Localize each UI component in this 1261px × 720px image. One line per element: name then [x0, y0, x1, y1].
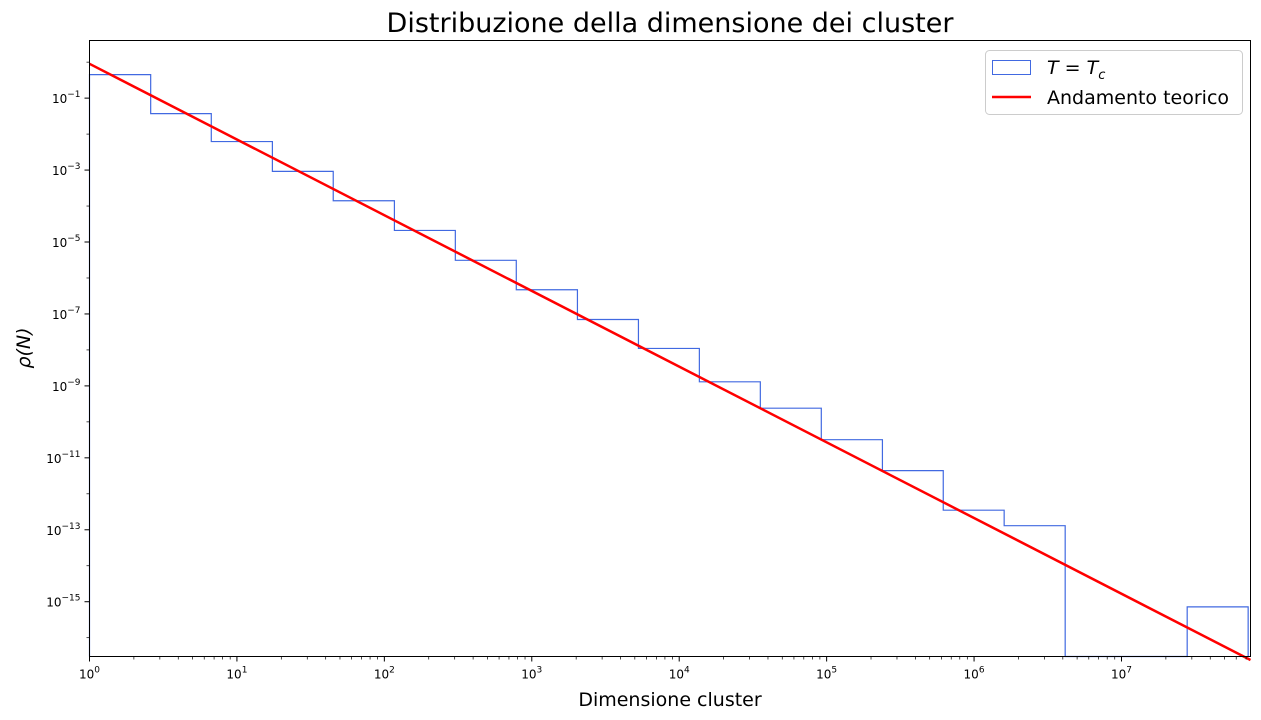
histogram-series: [88, 74, 1249, 658]
x-tick-label-base: 10: [964, 668, 979, 682]
legend: T = Tc Andamento teorico: [985, 50, 1243, 115]
x-tick-label-exp: 6: [979, 666, 985, 676]
y-tick-label-exp: −13: [62, 522, 81, 532]
y-tick-label-base: 10: [52, 380, 67, 394]
legend-swatch-histogram: [992, 60, 1031, 75]
x-tick-label-base: 10: [226, 668, 241, 682]
theory-line-series: [88, 62, 1252, 662]
plot-area: [88, 62, 1252, 662]
y-tick-label-base: 10: [52, 164, 67, 178]
legend-label-theory: Andamento teorico: [1047, 87, 1229, 109]
legend-box: [985, 50, 1243, 115]
y-tick-label-base: 10: [46, 452, 61, 466]
y-tick-label: 10−15: [46, 594, 80, 610]
theory-line: [88, 62, 1252, 662]
x-tick-label: 103: [521, 666, 542, 682]
x-tick-label-exp: 3: [537, 666, 543, 676]
y-tick-label-exp: −15: [62, 594, 81, 604]
y-tick-label: 10−7: [52, 306, 81, 322]
y-tick-label: 10−5: [52, 234, 81, 250]
x-tick-label-base: 10: [521, 668, 536, 682]
y-tick-label-base: 10: [52, 308, 67, 322]
y-tick-label-exp: −7: [67, 306, 80, 316]
y-tick-label: 10−9: [52, 378, 81, 394]
chart-title: Distribuzione della dimensione dei clust…: [387, 8, 955, 39]
y-tick-label-base: 10: [52, 92, 67, 106]
x-tick-label: 107: [1111, 666, 1132, 682]
x-axis-label: Dimensione cluster: [578, 689, 762, 711]
y-tick-label-base: 10: [46, 596, 61, 610]
y-tick-label-exp: −9: [67, 378, 81, 388]
x-axis-ticks: 100 101 102 103 104 105 106 107: [79, 656, 1247, 682]
legend-label-eq: =: [1059, 57, 1087, 79]
x-tick-label-base: 10: [816, 668, 831, 682]
x-tick-label: 100: [79, 666, 100, 682]
y-tick-label: 10−13: [46, 522, 80, 538]
y-tick-label: 10−3: [52, 162, 81, 178]
legend-label-sub: c: [1098, 68, 1105, 83]
y-tick-label-exp: −5: [67, 234, 80, 244]
y-tick-label: 10−1: [52, 90, 81, 106]
x-tick-label-exp: 7: [1126, 666, 1132, 676]
histogram-outline: [88, 74, 1249, 658]
y-tick-label-exp: −3: [67, 162, 80, 172]
legend-label-histogram: T = Tc: [1047, 57, 1105, 83]
x-tick-label: 102: [374, 666, 395, 682]
y-tick-label-exp: −11: [62, 450, 81, 460]
legend-label-rhs: T: [1087, 57, 1100, 79]
x-tick-label-exp: 1: [242, 666, 248, 676]
legend-label-lhs: T: [1047, 57, 1060, 79]
y-tick-label: 10−11: [46, 450, 80, 466]
x-tick-label-base: 10: [374, 668, 389, 682]
x-tick-label-base: 10: [1111, 668, 1126, 682]
x-tick-label: 105: [816, 666, 837, 682]
x-tick-label: 104: [669, 666, 690, 682]
x-tick-label-base: 10: [79, 668, 94, 682]
x-tick-label: 101: [226, 666, 247, 682]
y-tick-label-exp: −1: [67, 90, 80, 100]
x-tick-label-exp: 2: [389, 666, 395, 676]
y-tick-label-base: 10: [46, 524, 61, 538]
x-tick-label-exp: 5: [831, 666, 837, 676]
x-tick-label-exp: 4: [684, 666, 690, 676]
x-tick-label-base: 10: [669, 668, 684, 682]
x-tick-label: 106: [964, 666, 985, 682]
y-tick-label-base: 10: [52, 236, 67, 250]
plot-frame: [89, 40, 1251, 657]
y-axis-label: ρ(N): [13, 327, 35, 368]
x-tick-label-exp: 0: [94, 666, 100, 676]
